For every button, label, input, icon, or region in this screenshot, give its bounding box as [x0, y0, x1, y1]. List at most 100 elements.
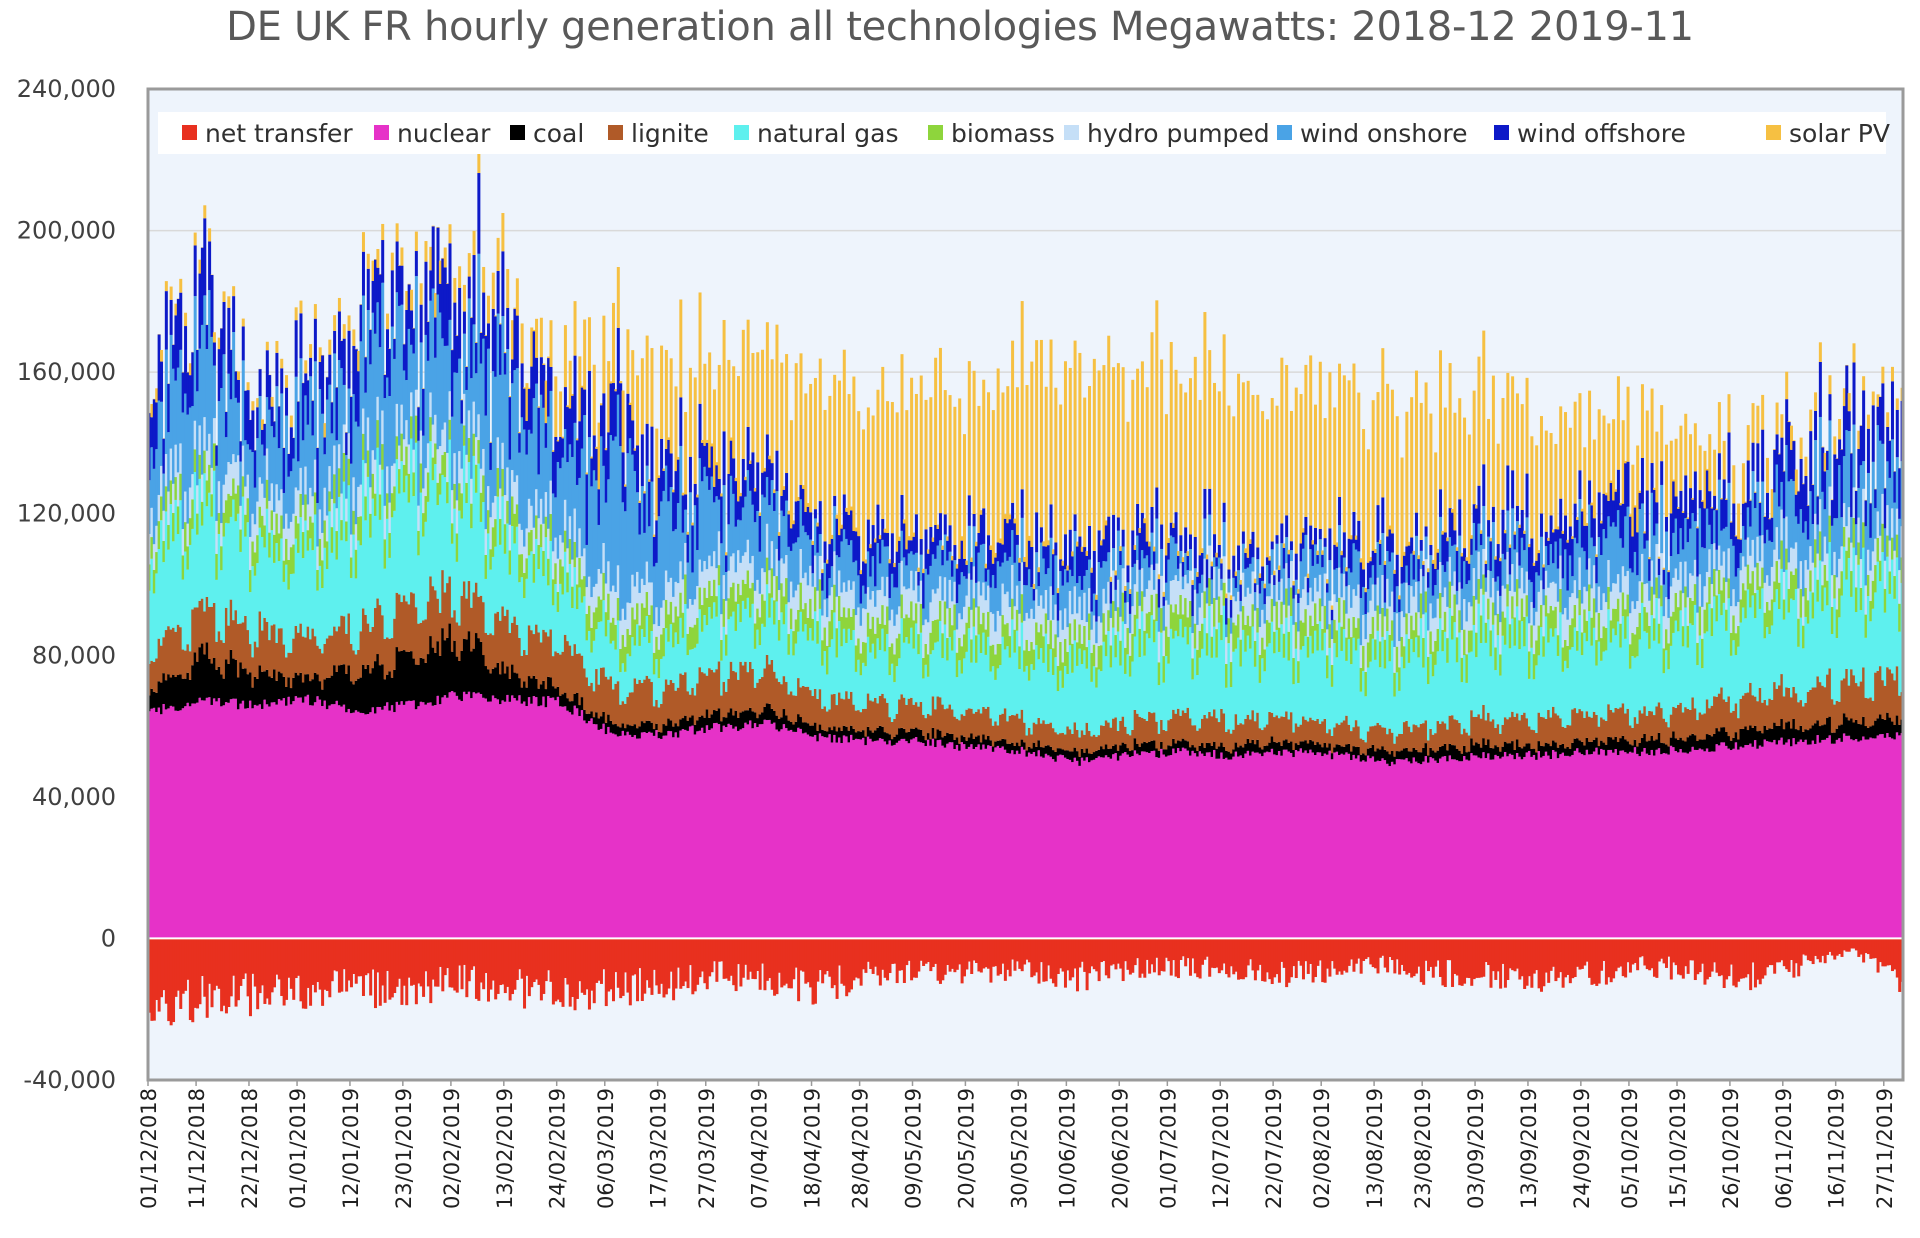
bar-segment [1328, 624, 1332, 648]
bar-segment [650, 481, 654, 583]
bar-segment [474, 582, 478, 634]
bar-segment [1020, 489, 1024, 518]
bar-segment [169, 677, 173, 706]
bar-segment [244, 938, 248, 974]
bar-segment [914, 603, 918, 624]
bar-segment [938, 600, 942, 621]
bar-segment [763, 600, 767, 627]
bar-segment [1309, 549, 1313, 588]
bar-segment [1025, 612, 1029, 640]
bar-segment [318, 648, 322, 682]
bar-segment [277, 500, 281, 534]
bar-segment [999, 538, 1003, 544]
bar-segment [1176, 740, 1180, 749]
bar-segment [506, 666, 510, 695]
bar-segment [669, 624, 673, 681]
bar-segment [1155, 621, 1159, 722]
bar-segment [648, 938, 652, 988]
bar-segment [1039, 756, 1043, 939]
bar-segment [265, 448, 269, 480]
bar-segment [301, 504, 305, 533]
bar-segment [674, 529, 678, 582]
bar-segment [578, 557, 582, 588]
bar-segment [667, 641, 671, 685]
bar-segment [777, 640, 781, 682]
bar-segment [467, 631, 471, 692]
bar-segment [323, 700, 327, 939]
bar-segment [590, 682, 594, 712]
bar-segment [1241, 531, 1245, 544]
bar-segment [539, 498, 543, 525]
bar-segment [313, 492, 317, 515]
bar-segment [472, 648, 476, 693]
bar-segment [636, 603, 640, 625]
bar-segment [246, 382, 250, 391]
bar-segment [318, 938, 322, 990]
bar-segment [1299, 597, 1303, 621]
bar-segment [1318, 539, 1322, 575]
bar-segment [941, 704, 945, 738]
bar-segment [1222, 938, 1226, 964]
bar-segment [486, 348, 490, 487]
bar-segment [1251, 710, 1255, 740]
bar-segment [369, 938, 373, 996]
bar-segment [696, 683, 700, 721]
bar-segment [684, 509, 688, 543]
bar-segment [246, 390, 250, 445]
bar-segment [592, 717, 596, 725]
bar-segment [604, 583, 608, 613]
bar-segment [198, 938, 202, 1005]
bar-segment [1201, 623, 1204, 649]
bar-segment [400, 701, 404, 939]
bar-segment [902, 728, 906, 739]
bar-segment [917, 706, 921, 730]
bar-segment [1071, 938, 1075, 978]
bar-segment [542, 629, 546, 681]
bar-segment [1198, 745, 1202, 752]
bar-segment [833, 374, 837, 496]
bar-segment [640, 732, 644, 939]
bar-segment [1114, 744, 1118, 754]
bar-segment [501, 938, 505, 985]
bar-segment [1030, 748, 1034, 754]
bar-segment [917, 634, 921, 655]
bar-segment [696, 585, 700, 619]
bar-segment [953, 604, 957, 631]
bar-segment [1047, 723, 1051, 746]
bar-segment [929, 654, 933, 716]
bar-segment [1277, 565, 1281, 570]
bar-segment [1270, 736, 1274, 749]
bar-segment [467, 462, 471, 582]
bar-segment [227, 702, 231, 939]
bar-segment [621, 723, 625, 731]
bar-segment [1208, 514, 1212, 546]
bar-segment [539, 317, 543, 358]
bar-segment [811, 541, 815, 545]
bar-segment [1128, 655, 1132, 677]
bar-segment [936, 938, 940, 981]
bar-segment [616, 597, 620, 621]
bar-segment [378, 605, 382, 666]
bar-segment [753, 938, 757, 980]
bar-segment [797, 584, 801, 610]
bar-segment [578, 653, 582, 706]
bar-segment [825, 598, 829, 618]
bar-segment [999, 938, 1003, 975]
bar-segment [275, 340, 279, 353]
bar-segment [160, 465, 164, 497]
bar-segment [1085, 621, 1089, 648]
bar-segment [847, 394, 851, 515]
bar-segment [1112, 754, 1116, 939]
bar-segment [965, 740, 969, 749]
bar-segment [1164, 626, 1168, 657]
bar-segment [227, 663, 231, 703]
bar-segment [888, 620, 892, 647]
bar-segment [717, 531, 721, 566]
bar-segment [419, 463, 423, 493]
bar-segment [1258, 654, 1262, 683]
bar-segment [1210, 636, 1214, 658]
bar-segment [830, 938, 834, 989]
bar-segment [460, 595, 464, 651]
bar-segment [655, 699, 659, 724]
bar-segment [571, 457, 575, 560]
